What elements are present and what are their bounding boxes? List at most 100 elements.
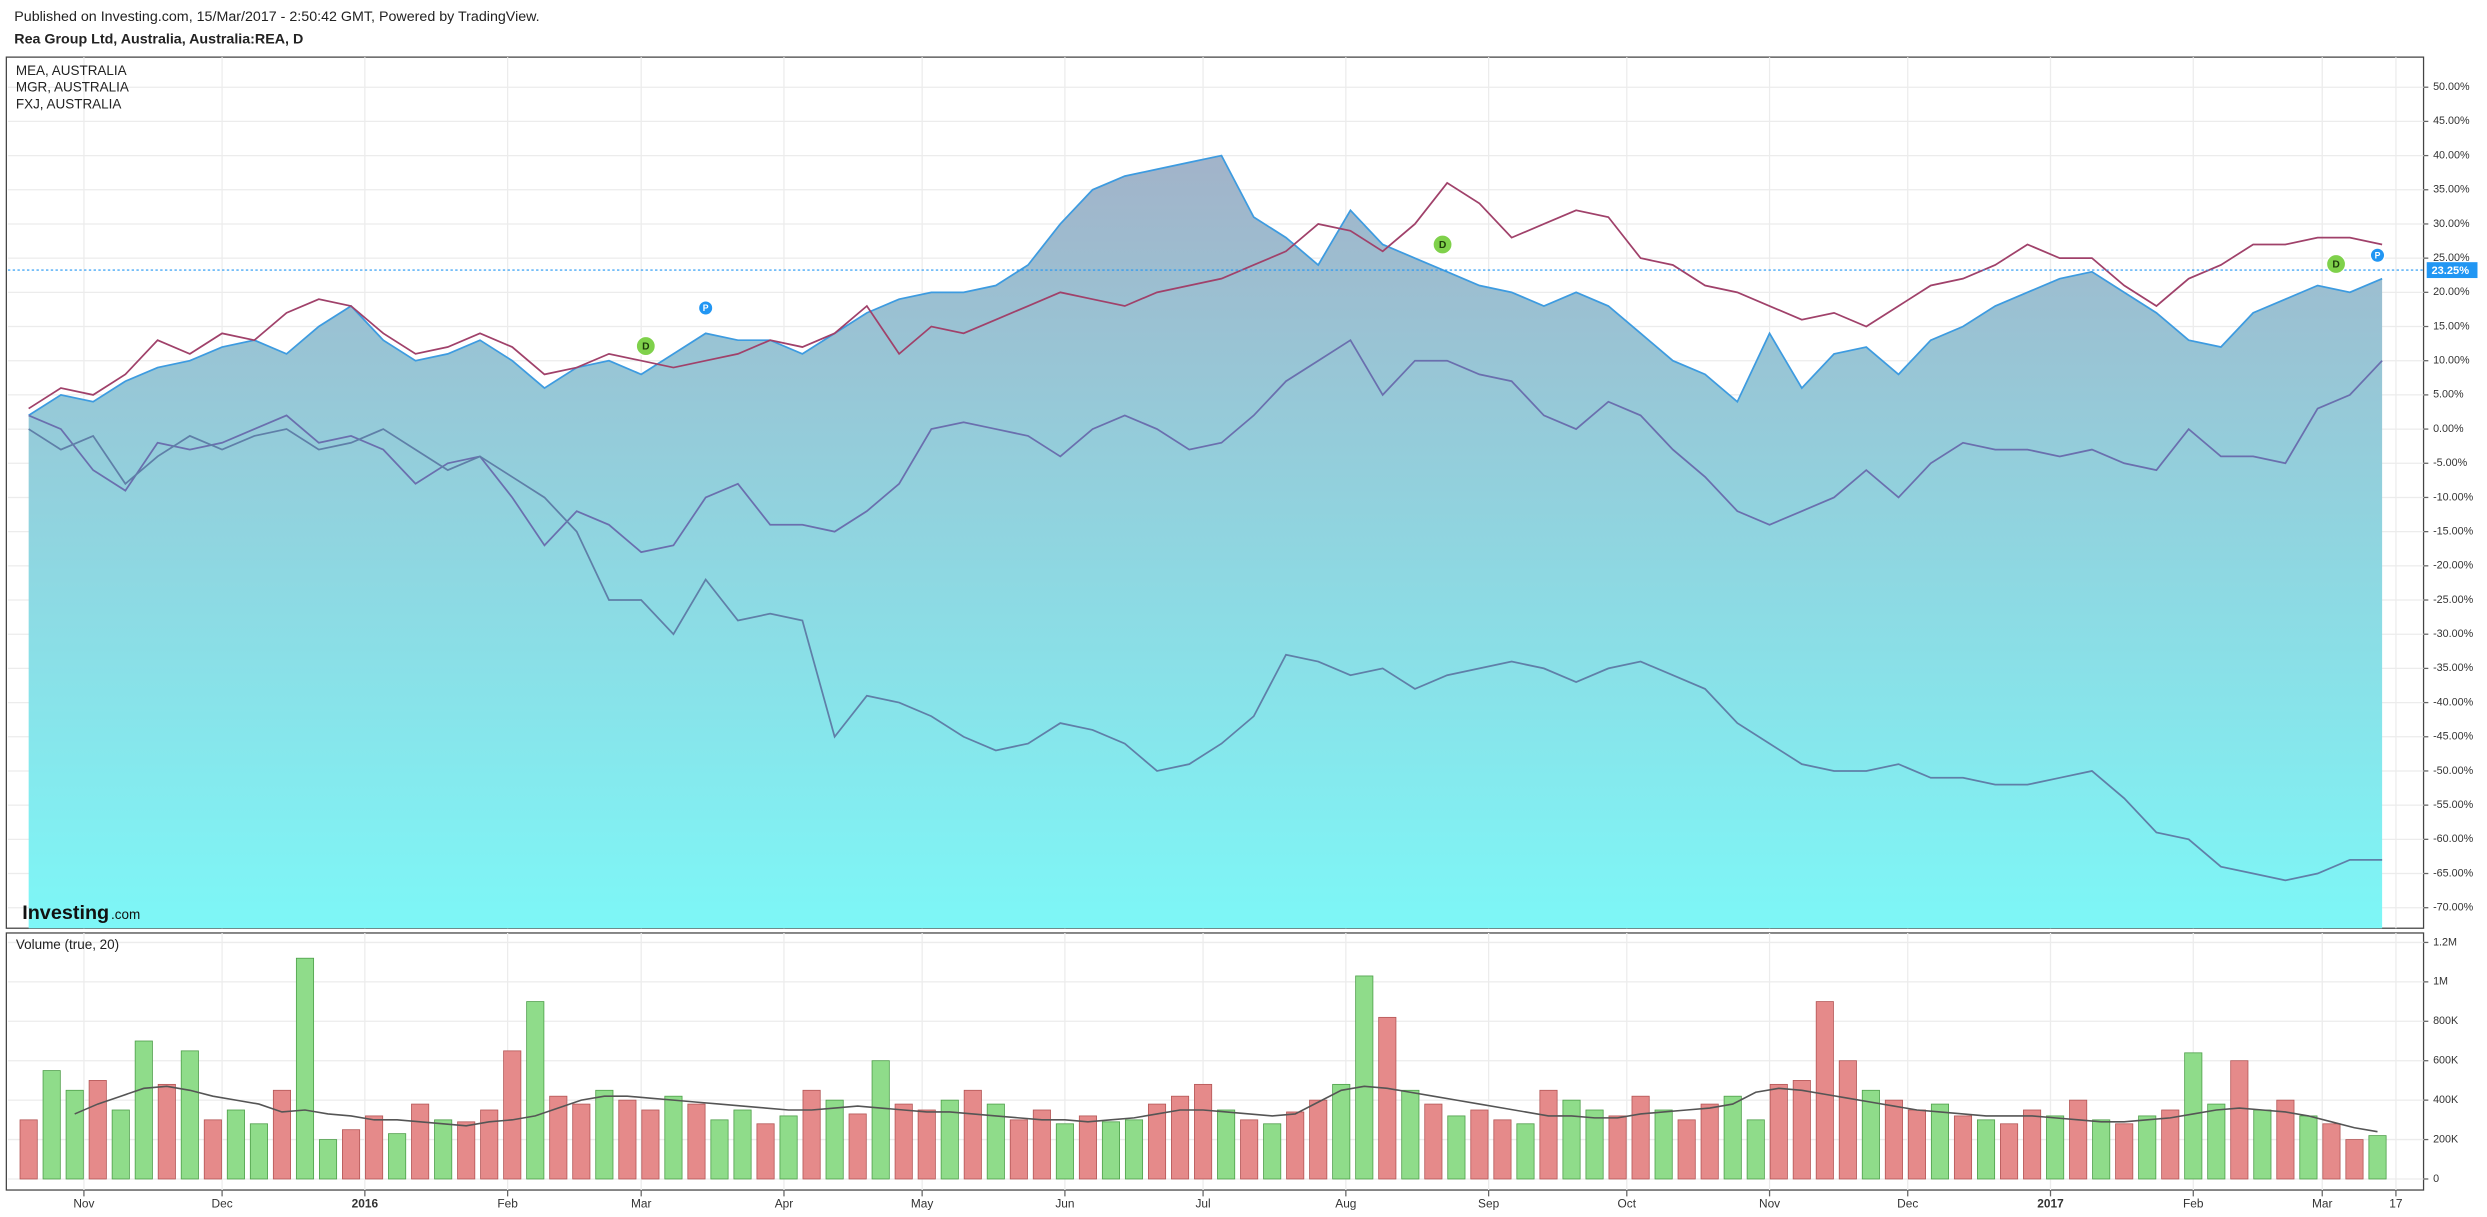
volume-bar xyxy=(1217,1109,1236,1180)
volume-bar xyxy=(641,1109,660,1180)
y-tick-label: 800K xyxy=(2433,1015,2459,1027)
volume-bar xyxy=(19,1119,38,1180)
y-tick-label: 10.00% xyxy=(2433,355,2470,367)
moving-average-line xyxy=(74,1085,2378,1133)
volume-bar xyxy=(411,1103,430,1180)
volume-bar xyxy=(1631,1095,1650,1180)
series-line xyxy=(28,154,2383,417)
volume-bar xyxy=(1838,1060,1857,1180)
volume-bar xyxy=(756,1123,775,1180)
volume-bar xyxy=(1263,1123,1282,1180)
volume-bar xyxy=(42,1070,61,1180)
volume-bar xyxy=(1401,1089,1420,1180)
volume-bar xyxy=(2368,1135,2387,1180)
y-tick-label: 200K xyxy=(2433,1133,2459,1145)
volume-bar xyxy=(342,1129,361,1180)
series-line xyxy=(28,338,2383,554)
volume-bar xyxy=(1792,1080,1811,1180)
volume-bar xyxy=(825,1099,844,1180)
volume-bar xyxy=(272,1089,291,1180)
y-tick-label: 25.00% xyxy=(2433,252,2470,264)
watermark-suffix: .com xyxy=(111,907,140,922)
series-area xyxy=(28,155,2383,929)
y-tick-label: 15.00% xyxy=(2433,320,2470,332)
x-tick-label: Mar xyxy=(631,1196,651,1210)
x-tick-label: Sep xyxy=(1478,1196,1500,1210)
volume-bar xyxy=(1815,1001,1834,1180)
volume-bar xyxy=(779,1115,798,1180)
event-label: D xyxy=(1439,240,1446,251)
x-tick-label: Feb xyxy=(497,1196,518,1210)
y-tick-label: -5.00% xyxy=(2433,457,2468,469)
y-tick-label: -25.00% xyxy=(2433,594,2474,606)
y-tick-label: 0.00% xyxy=(2433,423,2464,435)
volume-bar xyxy=(2207,1103,2226,1180)
x-tick-label: 2017 xyxy=(2037,1196,2064,1210)
volume-bar xyxy=(2161,1109,2180,1180)
x-tick-label: Jun xyxy=(1055,1196,1074,1210)
volume-bar xyxy=(1539,1089,1558,1180)
price-label: 23.25% xyxy=(2431,265,2469,277)
volume-bar xyxy=(2023,1109,2042,1180)
x-tick-label: Aug xyxy=(1335,1196,1356,1210)
volume-bar xyxy=(664,1095,683,1180)
x-tick-label: Nov xyxy=(1759,1196,1780,1210)
volume-bar xyxy=(249,1123,268,1180)
volume-bar xyxy=(2322,1123,2341,1180)
volume-bar xyxy=(1332,1083,1351,1180)
volume-bar xyxy=(318,1139,338,1180)
volume-bar xyxy=(65,1089,84,1180)
volume-bar xyxy=(134,1040,153,1180)
y-tick-label: 0 xyxy=(2433,1173,2439,1185)
x-tick-label: Oct xyxy=(1618,1196,1637,1210)
volume-bar xyxy=(2092,1119,2111,1180)
volume-bar xyxy=(1078,1115,1097,1180)
volume-bar xyxy=(1378,1016,1397,1180)
y-tick-label: 50.00% xyxy=(2433,81,2470,93)
volume-bar xyxy=(1700,1103,1719,1180)
volume-bar xyxy=(1309,1099,1328,1180)
volume-bar xyxy=(2299,1115,2318,1180)
volume-bar xyxy=(2276,1099,2295,1180)
event-label: P xyxy=(703,303,709,313)
volume-bar xyxy=(802,1089,821,1180)
volume-bar xyxy=(1009,1119,1028,1180)
y-tick-label: 600K xyxy=(2433,1055,2459,1067)
volume-bar xyxy=(2138,1115,2157,1180)
volume-bar xyxy=(88,1080,107,1180)
volume-bar xyxy=(549,1095,568,1180)
y-tick-label: -65.00% xyxy=(2433,867,2474,879)
y-tick-label: 5.00% xyxy=(2433,389,2464,401)
x-tick-label: 2016 xyxy=(352,1196,379,1210)
volume-title: Volume (true, 20) xyxy=(16,937,119,952)
volume-bar xyxy=(1447,1115,1466,1180)
volume-bar xyxy=(1654,1109,1673,1180)
text-layer: Nov Dec 2016 Feb Mar Apr May Jun Jul Aug Sep Oct Nov… xyxy=(16,63,2478,1210)
y-tick-label: -40.00% xyxy=(2433,696,2474,708)
x-tick-label: Nov xyxy=(73,1196,94,1210)
y-tick-label: -20.00% xyxy=(2433,560,2474,572)
volume-bar xyxy=(2115,1123,2134,1180)
volume-bar xyxy=(1493,1119,1512,1180)
y-tick-label: -60.00% xyxy=(2433,833,2474,845)
volume-bar xyxy=(2000,1123,2019,1180)
volume-bar xyxy=(1769,1083,1788,1180)
volume-bar xyxy=(457,1121,476,1180)
volume-bar xyxy=(1907,1109,1926,1180)
y-tick-label: -45.00% xyxy=(2433,731,2474,743)
series-line xyxy=(28,428,2383,882)
volume-bar xyxy=(1677,1119,1696,1180)
volume-bar xyxy=(1032,1109,1051,1180)
volume-bar xyxy=(503,1050,522,1180)
y-tick-label: 400K xyxy=(2433,1094,2459,1106)
volume-bar xyxy=(572,1103,591,1180)
volume-bar xyxy=(1055,1123,1074,1180)
event-marker xyxy=(2325,253,2347,275)
chart-title: Rea Group Ltd, Australia, Australia:REA,… xyxy=(14,31,303,47)
volume-bar xyxy=(1470,1109,1489,1180)
watermark-logo: Investing xyxy=(22,902,109,924)
event-label: D xyxy=(2332,260,2339,271)
volume-bar xyxy=(111,1109,130,1180)
series-line xyxy=(28,181,2383,410)
